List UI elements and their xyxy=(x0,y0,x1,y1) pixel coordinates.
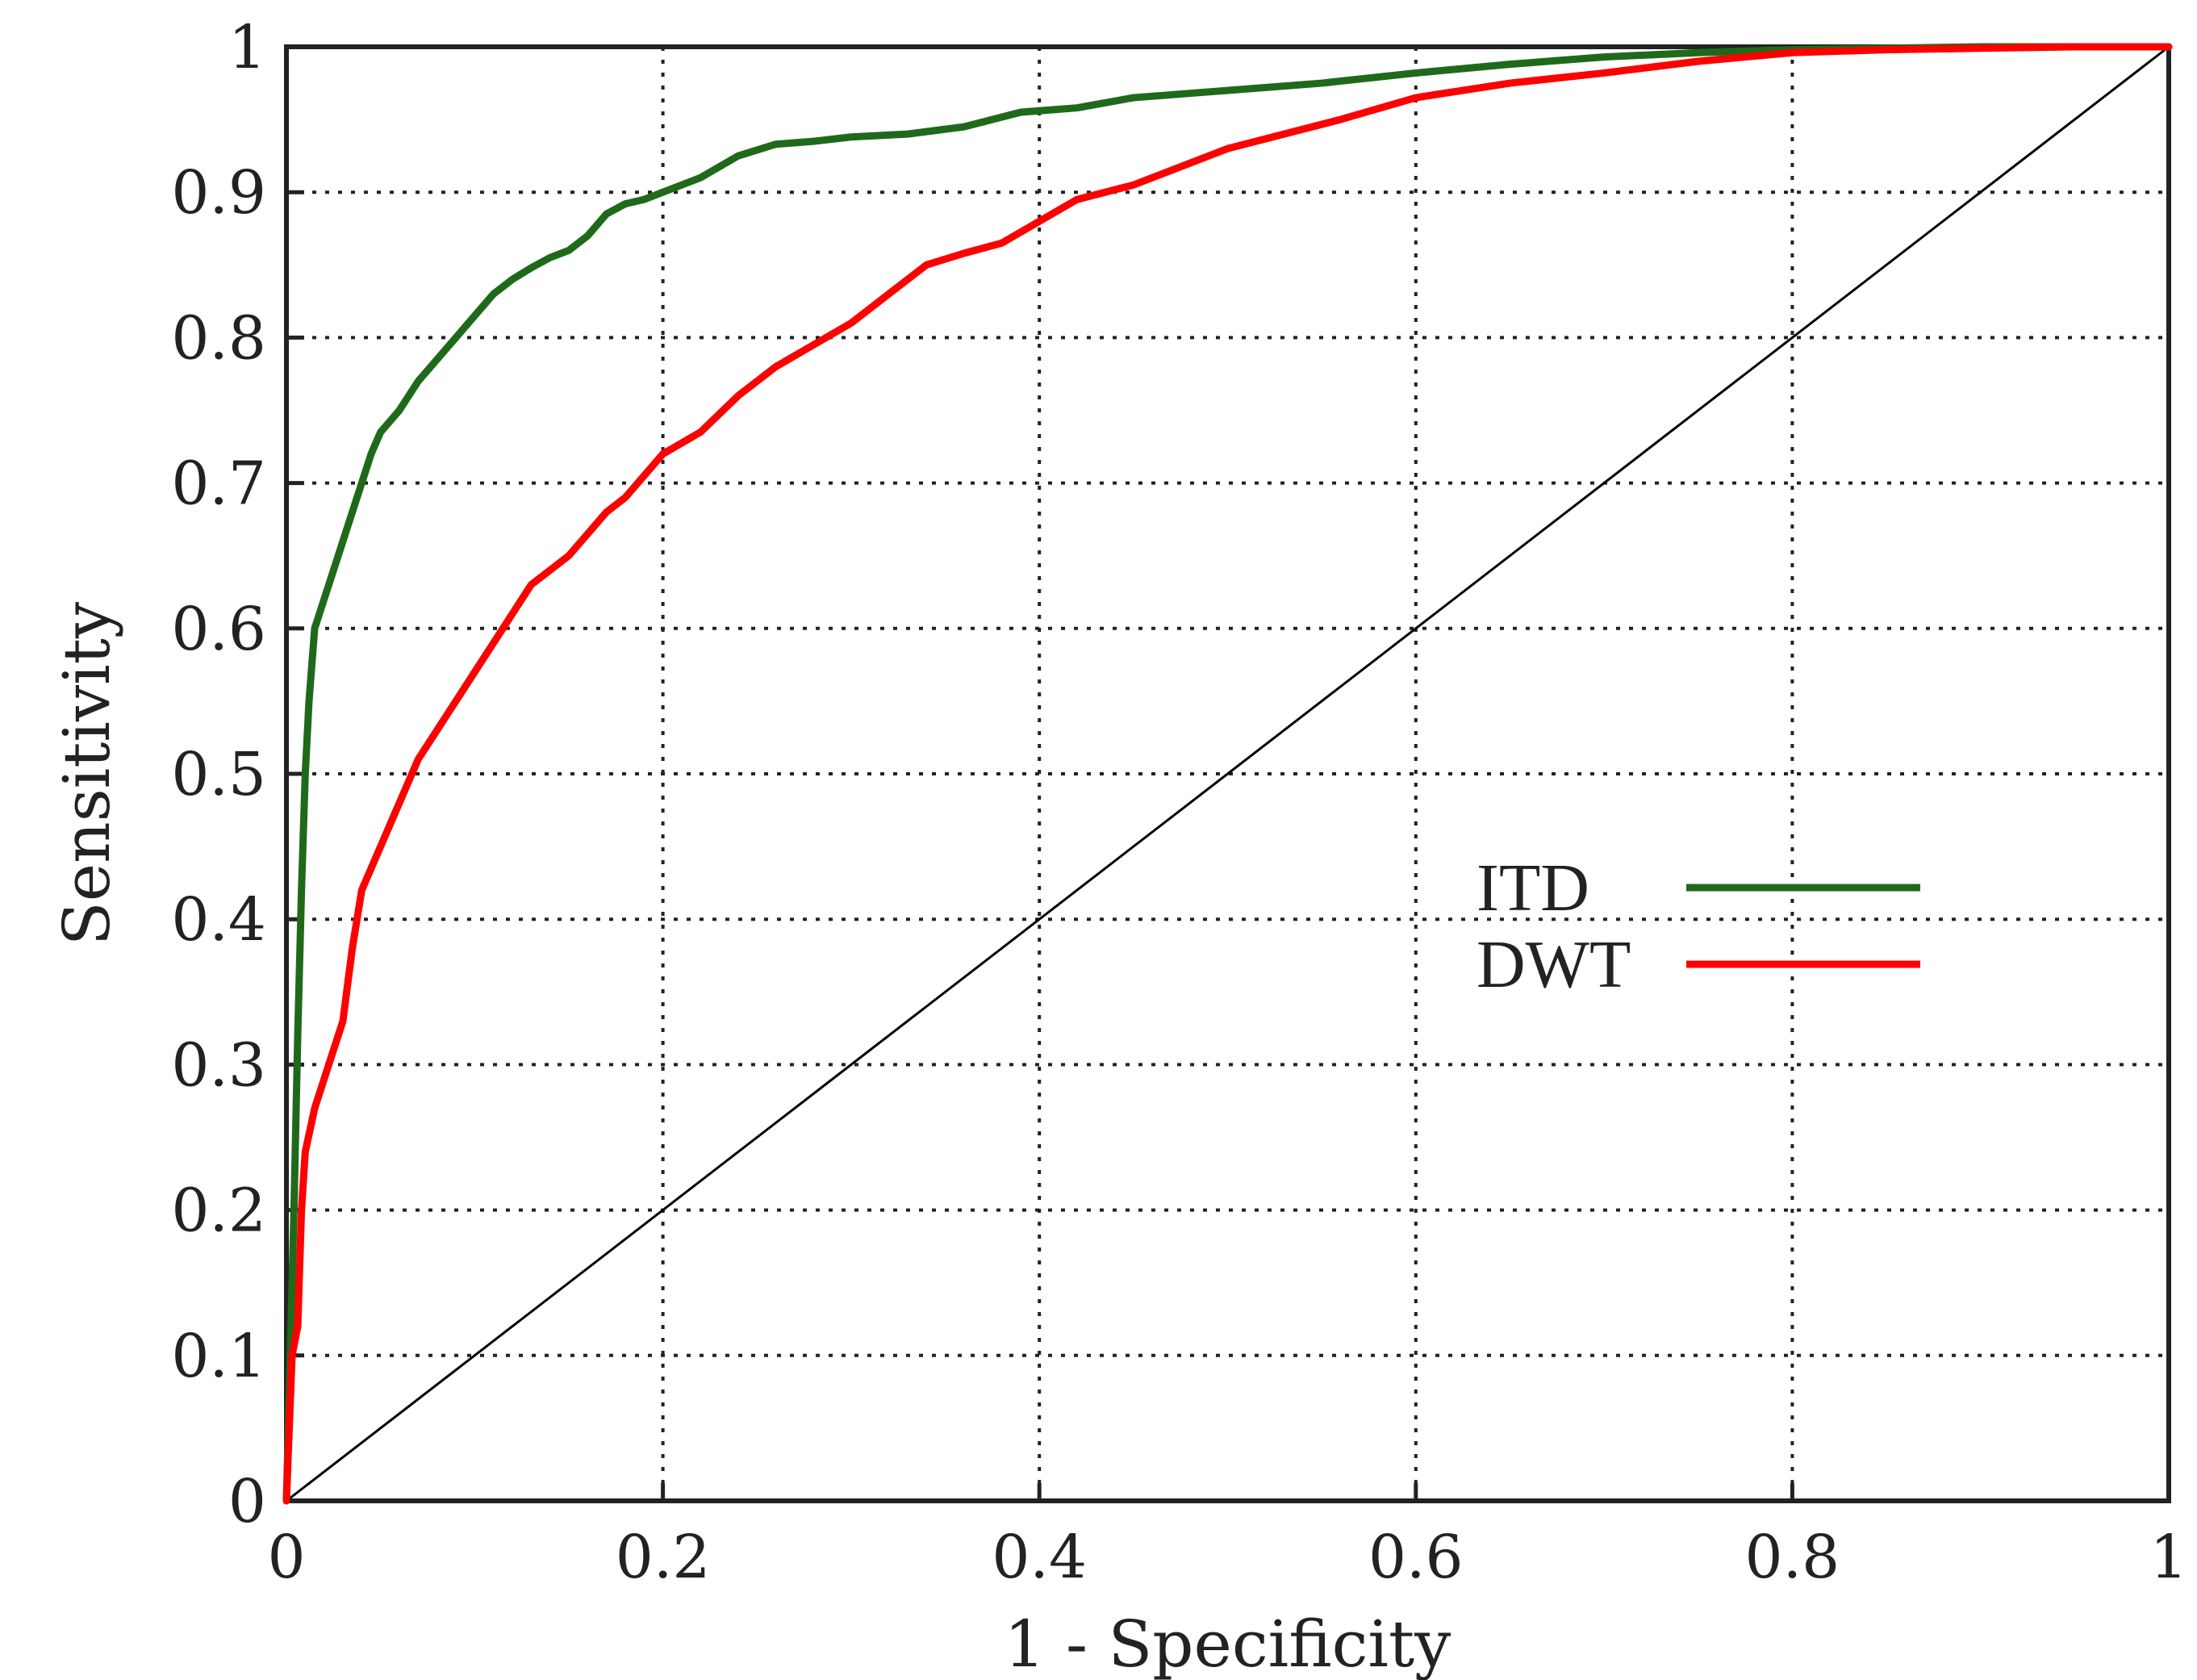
y-tick-label: 0.9 xyxy=(171,158,266,228)
y-tick-label: 1 xyxy=(228,13,266,82)
y-tick-label: 0.6 xyxy=(171,595,266,664)
series-layer xyxy=(282,43,2173,1505)
series-line-dwt xyxy=(282,43,2173,1505)
y-tick-label: 0.3 xyxy=(171,1030,266,1100)
reference-diagonal-line xyxy=(286,45,2170,1502)
x-tick-label: 0.8 xyxy=(1745,1523,1840,1592)
legend-label-itd: ITD xyxy=(1477,850,1589,926)
x-tick-label: 0 xyxy=(267,1523,305,1592)
series-line-itd xyxy=(282,43,2173,1505)
y-tick-label: 0.5 xyxy=(171,740,266,809)
x-tick-label: 0.6 xyxy=(1368,1523,1464,1592)
y-tick-label: 0 xyxy=(228,1467,266,1536)
x-tick-label: 1 xyxy=(2149,1523,2187,1592)
y-tick-label: 0.2 xyxy=(171,1176,266,1246)
y-tick-label: 0.4 xyxy=(171,885,266,955)
x-tick-label: 0.4 xyxy=(992,1523,1087,1592)
y-axis-title: Sensitivity xyxy=(49,602,124,946)
x-axis-title: 1 - Specificity xyxy=(1005,1607,1451,1680)
legend-label-dwt: DWT xyxy=(1477,927,1631,1002)
grid xyxy=(286,47,2169,1501)
x-tick-label: 0.2 xyxy=(616,1523,711,1592)
y-tick-label: 0.1 xyxy=(171,1322,266,1391)
y-tick-label: 0.7 xyxy=(171,449,266,519)
legend: ITD DWT xyxy=(1477,850,1920,1002)
axis-ticks: 0 0.2 0.4 0.6 0.8 1 0 0.1 0.2 0.3 0.4 0.5 0.6 0.7 0.8 0… xyxy=(171,13,2187,1592)
y-tick-label: 0.8 xyxy=(171,303,266,373)
